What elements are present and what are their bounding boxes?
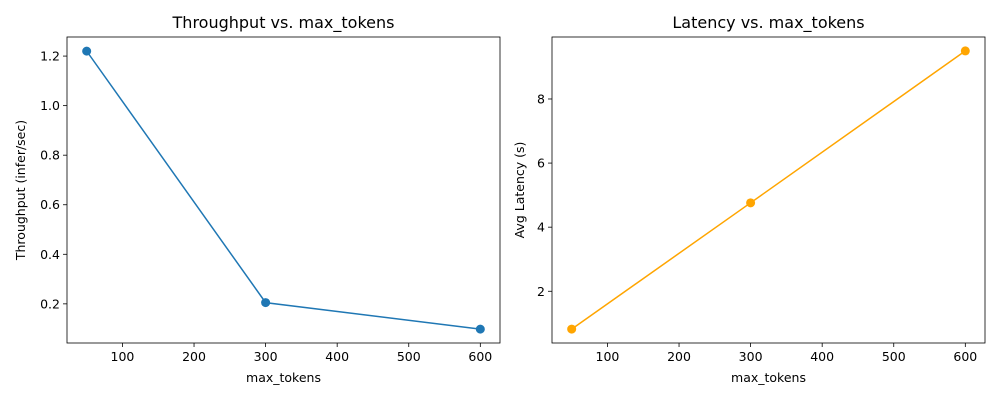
x-axis-label: max_tokens (246, 370, 321, 385)
chart-panel-1: Throughput vs. max_tokens 100 200 300 400 500… (13, 13, 501, 385)
data-point (261, 298, 271, 308)
series-line (86, 50, 481, 330)
y-tick-label: 0.6 (40, 197, 60, 212)
data-point (82, 46, 92, 56)
y-tick-label: 1.2 (40, 49, 60, 64)
y-tick-label: 0.4 (40, 247, 60, 262)
x-tick-label: 400 (325, 349, 349, 364)
y-tick-label: 0.2 (40, 296, 60, 311)
x-tick-label: 100 (111, 349, 135, 364)
x-tick-label: 300 (254, 349, 278, 364)
x-tick-label: 300 (739, 349, 763, 364)
x-tick-label: 200 (182, 349, 206, 364)
data-point (567, 324, 577, 334)
chart-title: Throughput vs. max_tokens (172, 13, 395, 33)
y-tick-label: 0.8 (40, 148, 60, 163)
x-tick-label: 600 (953, 349, 977, 364)
y-axis-label: Throughput (infer/sec) (13, 120, 28, 261)
y-tick-label: 2 (537, 284, 545, 299)
x-tick-label: 200 (667, 349, 691, 364)
plot-area-frame (66, 36, 501, 344)
series-line (571, 50, 966, 330)
chart-panel-2: Latency vs. max_tokens 100 200 300 400 500 600… (512, 13, 986, 385)
data-point (960, 46, 970, 56)
x-tick-label: 600 (468, 349, 492, 364)
data-point (746, 198, 756, 208)
y-axis-label: Avg Latency (s) (512, 142, 527, 239)
y-tick-label: 8 (537, 91, 545, 106)
y-tick-label: 4 (537, 220, 545, 235)
x-axis-label: max_tokens (731, 370, 806, 385)
x-tick-label: 500 (397, 349, 421, 364)
x-tick-label: 100 (596, 349, 620, 364)
x-tick-label: 500 (882, 349, 906, 364)
x-tick-label: 400 (810, 349, 834, 364)
data-point (475, 324, 485, 334)
y-tick-label: 6 (537, 156, 545, 171)
chart-title: Latency vs. max_tokens (672, 13, 864, 33)
plot-area-frame (551, 36, 986, 344)
y-tick-label: 1.0 (40, 98, 60, 113)
